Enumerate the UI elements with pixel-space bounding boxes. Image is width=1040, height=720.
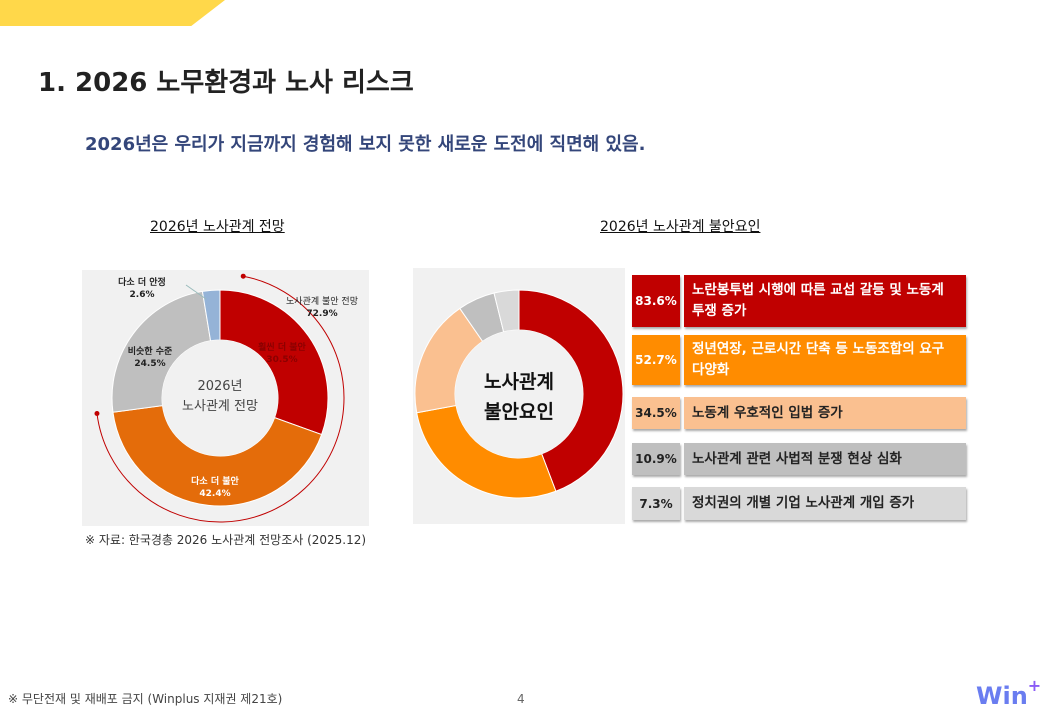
annotation-value: 72.9%: [306, 309, 337, 319]
donut1-hole: [162, 340, 278, 456]
donut1-category-label: 훨씬 더 불안: [258, 341, 306, 353]
factor-percent: 52.7%: [632, 335, 680, 385]
donut1-category-label: 비슷한 수준: [128, 345, 173, 357]
factor-row: 10.9% 노사관계 관련 사법적 분쟁 현상 심화: [632, 443, 966, 475]
donut1-center-label: 노사관계 전망: [182, 399, 258, 414]
source-note: ※ 자료: 한국경총 2026 노사관계 전망조사 (2025.12): [85, 533, 367, 547]
factor-label: 노사관계 관련 사법적 분쟁 현상 심화: [684, 443, 966, 475]
factor-label: 노동계 우호적인 입법 증가: [684, 397, 966, 429]
unstable-outlook-arc: [96, 275, 345, 523]
slide-subtitle: 2026년은 우리가 지금까지 경험해 보지 못한 새로운 도전에 직면해 있음…: [85, 134, 646, 155]
donut1-value-label: 42.4%: [199, 489, 230, 499]
annotation-label: 노사관계 불안 전망: [286, 295, 358, 307]
top-accent-bar: [0, 0, 225, 26]
donut1-category-label: 다소 더 불안: [191, 475, 239, 487]
factor-row: 7.3% 정치권의 개별 기업 노사관계 개입 증가: [632, 487, 966, 520]
factor-percent: 83.6%: [632, 275, 680, 327]
factor-row: 52.7% 정년연장, 근로시간 단축 등 노동조합의 요구 다양화: [632, 335, 966, 385]
factor-label: 정치권의 개별 기업 노사관계 개입 증가: [684, 487, 966, 520]
page-number: 4: [517, 692, 525, 706]
donut1-value-label: 24.5%: [134, 359, 165, 369]
donut2-center-label: 불안요인: [484, 401, 554, 423]
chart2-title: 2026년 노사관계 불안요인: [600, 219, 761, 235]
chart1-title: 2026년 노사관계 전망: [150, 219, 285, 235]
factor-label: 노란봉투법 시행에 따른 교섭 갈등 및 노동계 투쟁 증가: [684, 275, 966, 327]
factor-percent: 34.5%: [632, 397, 680, 429]
slide-title: 1. 2026 노무환경과 노사 리스크: [38, 68, 414, 98]
donut1-value-label: 30.5%: [266, 355, 297, 365]
factor-row: 34.5% 노동계 우호적인 입법 증가: [632, 397, 966, 429]
donut1-value-label: 2.6%: [130, 290, 155, 300]
donut1-center-label: 2026년: [197, 379, 242, 394]
winplus-logo: Win+: [976, 676, 1040, 710]
factor-label: 정년연장, 근로시간 단축 등 노동조합의 요구 다양화: [684, 335, 966, 385]
donut2-hole: [455, 330, 583, 458]
factor-row: 83.6% 노란봉투법 시행에 따른 교섭 갈등 및 노동계 투쟁 증가: [632, 275, 966, 327]
donut2-center-label: 노사관계: [484, 371, 554, 393]
factor-percent: 10.9%: [632, 443, 680, 475]
donut1-category-label: 다소 더 안정: [118, 276, 166, 288]
factor-percent: 7.3%: [632, 487, 680, 520]
copyright-footer: ※ 무단전재 및 재배포 금지 (Winplus 지재권 제21호): [8, 692, 283, 706]
